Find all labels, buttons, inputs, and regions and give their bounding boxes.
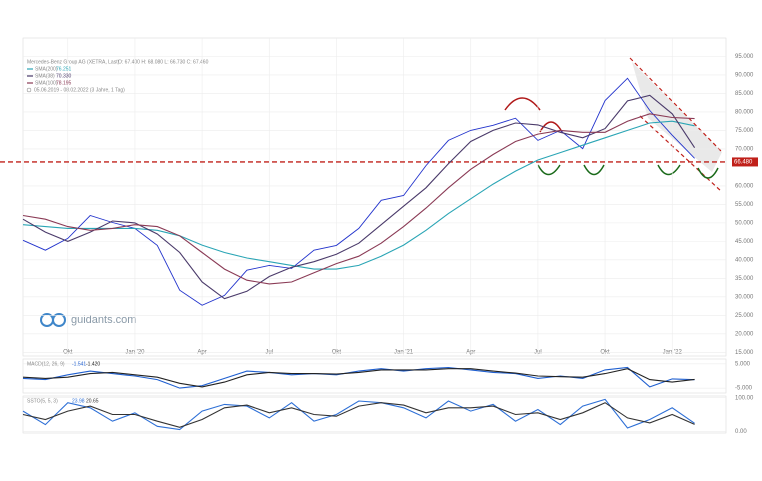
legend-label: MACD(12, 26, 9) <box>27 361 65 367</box>
y-tick-label: 30.000 <box>735 294 754 300</box>
legend-value: 78.195 <box>56 80 72 86</box>
arc <box>657 164 681 176</box>
y-tick-label: 20.000 <box>735 331 754 337</box>
y-tick-label: 15.000 <box>735 350 754 356</box>
reference-label-box <box>732 157 758 167</box>
y-tick-label: -5.000 <box>735 386 753 392</box>
series-line <box>22 402 695 428</box>
legend-value: 70.330 <box>56 73 72 79</box>
trend-line <box>629 57 723 153</box>
series-line <box>22 94 696 300</box>
series-line <box>22 398 695 431</box>
y-tick-label: 5.000 <box>735 361 751 367</box>
y-tick-label: 25.000 <box>735 313 754 319</box>
arc <box>539 121 563 133</box>
legend-label: SSTO(5, 5, 3) <box>27 398 58 404</box>
series-line <box>22 113 695 285</box>
annotations <box>504 57 723 193</box>
y-tick-label: 70.000 <box>735 147 754 153</box>
legend-label: SMA(100) <box>35 80 58 86</box>
series-line <box>22 366 695 389</box>
legend-value: 76.251 <box>56 66 72 72</box>
quote: O: 67.400 H: 68.080 L: 66.730 C: 67.460 <box>118 59 209 65</box>
y-tick-label: 95.000 <box>735 54 754 60</box>
y-tick-label: 75.000 <box>735 128 754 134</box>
y-tick-label: 35.000 <box>735 276 754 282</box>
logo-mark <box>52 313 66 327</box>
legend-label: SMA(38) <box>35 73 55 79</box>
series-line <box>22 368 695 388</box>
legend-value: -1.420 <box>86 361 100 367</box>
series-line <box>22 120 695 270</box>
y-tick-label: 60.000 <box>735 183 754 189</box>
logo: guidants.com <box>40 313 136 327</box>
instrument-title: Mercedes-Benz Group AG (XETRA, Last) <box>27 59 120 65</box>
y-tick-label: 40.000 <box>735 257 754 263</box>
y-tick-label: 45.000 <box>735 239 754 245</box>
arc <box>583 164 605 176</box>
legend-value: -1.541 <box>72 361 86 367</box>
y-tick-label: 55.000 <box>735 202 754 208</box>
y-tick-label: 100.00 <box>735 395 754 401</box>
watermark: guidants.com <box>71 314 136 326</box>
trend-line <box>639 115 723 193</box>
legend-label: SMA(200) <box>35 66 58 72</box>
reference-label: 66.480 <box>734 160 753 166</box>
date-range: 05.06.2019 - 08.02.2022 (3 Jahre, 1 Tag) <box>34 87 125 93</box>
arc <box>504 97 541 111</box>
legend-value: 20.65 <box>86 398 99 404</box>
shaded-channel <box>632 62 722 172</box>
y-tick-label: 0.00 <box>735 429 747 435</box>
plot-frame <box>22 358 727 394</box>
y-tick-label: 80.000 <box>735 110 754 116</box>
y-tick-label: 85.000 <box>735 91 754 97</box>
y-tick-label: 50.000 <box>735 220 754 226</box>
legend-value: 23.98 <box>72 398 85 404</box>
y-tick-label: 90.000 <box>735 73 754 79</box>
arc <box>697 167 719 179</box>
clock-icon <box>26 87 32 93</box>
arc <box>537 164 561 176</box>
plot-frame <box>22 37 727 357</box>
